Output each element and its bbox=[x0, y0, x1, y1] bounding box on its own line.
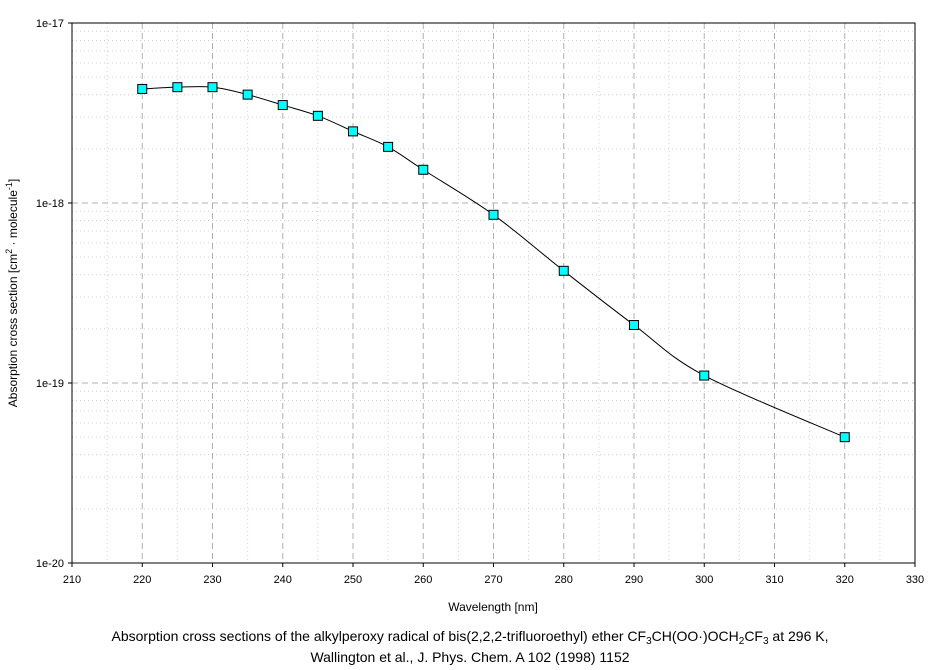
y-axis-title: Absorption cross section [cm2 · molecule… bbox=[4, 179, 20, 407]
caption-line-1: Absorption cross sections of the alkylpe… bbox=[111, 628, 829, 647]
x-tick-label: 310 bbox=[765, 574, 783, 586]
figure-caption: Absorption cross sections of the alkylpe… bbox=[0, 626, 940, 668]
data-point-marker bbox=[312, 110, 323, 121]
data-point-marker bbox=[839, 432, 850, 443]
data-point-marker bbox=[418, 164, 429, 175]
data-point-marker bbox=[137, 83, 148, 94]
data-point-marker bbox=[172, 82, 183, 93]
major-grid bbox=[72, 23, 915, 563]
y-tick-label: 1e-17 bbox=[36, 18, 64, 30]
y-tick-label: 1e-20 bbox=[36, 558, 64, 570]
data-point-marker bbox=[383, 141, 394, 152]
x-tick-label: 250 bbox=[344, 574, 362, 586]
x-axis-title: Wavelength [nm] bbox=[448, 600, 538, 614]
x-tick-label: 260 bbox=[414, 574, 432, 586]
x-tick-label: 240 bbox=[274, 574, 292, 586]
x-tick-label: 300 bbox=[695, 574, 713, 586]
chart: 210 220 230 240 250 260 270 280 290 300 310 320 330 … bbox=[4, 18, 924, 614]
data-point-marker bbox=[699, 370, 710, 381]
data-point-marker bbox=[629, 320, 639, 331]
data-point-marker bbox=[242, 89, 253, 100]
x-tick-label: 230 bbox=[203, 574, 221, 586]
caption-line-2: Wallington et al., J. Phys. Chem. A 102 … bbox=[310, 649, 630, 665]
y-axis: 1e-20 1e-19 1e-18 1e-17 bbox=[36, 18, 72, 570]
x-axis: 210 220 230 240 250 260 270 280 290 300 310 320 330 bbox=[63, 563, 924, 586]
y-tick-label: 1e-18 bbox=[36, 198, 64, 210]
series-markers bbox=[137, 82, 850, 443]
data-point-marker bbox=[488, 209, 499, 220]
x-tick-label: 330 bbox=[906, 574, 924, 586]
x-tick-label: 320 bbox=[836, 574, 854, 586]
data-point-marker bbox=[558, 265, 569, 276]
x-tick-label: 210 bbox=[63, 574, 81, 586]
data-point-marker bbox=[348, 126, 358, 137]
x-tick-label: 220 bbox=[133, 574, 151, 586]
x-tick-label: 270 bbox=[484, 574, 502, 586]
data-point-marker bbox=[277, 100, 288, 111]
data-point-marker bbox=[207, 82, 218, 93]
x-tick-label: 280 bbox=[555, 574, 573, 586]
x-tick-label: 290 bbox=[625, 574, 643, 586]
y-tick-label: 1e-19 bbox=[36, 378, 64, 390]
